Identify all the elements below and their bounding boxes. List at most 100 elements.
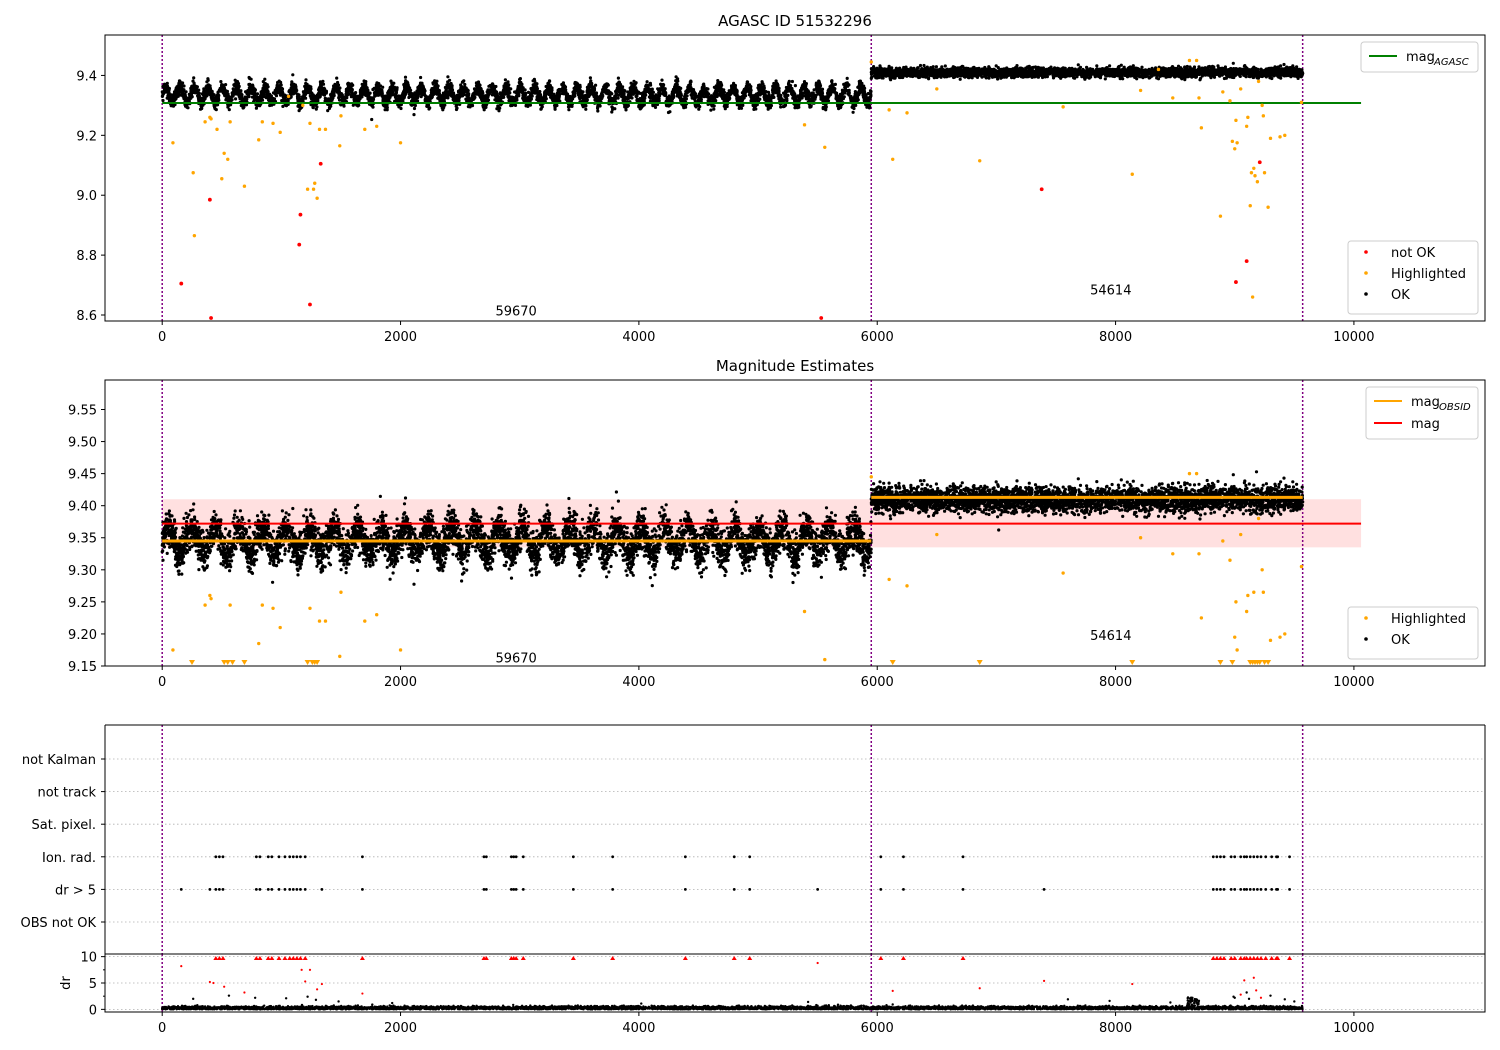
agasc-ok-point	[326, 109, 330, 113]
agasc-ok-point	[416, 88, 420, 92]
agasc-ok-point	[351, 103, 355, 107]
agasc-ok-point	[266, 90, 270, 94]
agasc-ok-point	[205, 86, 209, 90]
agasc-ok-point	[766, 90, 771, 94]
agasc-ok-point	[427, 107, 431, 111]
agasc-ok-point	[280, 88, 284, 93]
agasc-ok-point	[657, 91, 662, 95]
agasc-ok-point	[756, 95, 760, 100]
agasc-ok-point	[485, 90, 489, 94]
agasc-ok-point	[388, 89, 392, 93]
agasc-ok-point	[581, 90, 585, 94]
agasc-ok-point	[403, 75, 408, 79]
agasc-ok-point	[183, 92, 187, 96]
agasc-ok-point	[564, 97, 568, 101]
agasc-ok-point	[436, 84, 440, 88]
agasc-ok-point	[331, 89, 335, 94]
agasc-ok-point	[592, 91, 597, 95]
agasc-ok-point	[460, 80, 464, 84]
agasc-ok-point	[736, 95, 741, 99]
agasc-ok-point	[423, 98, 427, 102]
agasc-ok-point	[812, 88, 816, 92]
agasc-ok-point	[202, 95, 206, 99]
agasc-ok-point	[206, 78, 210, 82]
agasc-ok-point	[457, 98, 461, 102]
agasc-ok-point	[260, 90, 264, 94]
agasc-ok-point	[333, 82, 337, 86]
agasc-ok-point	[638, 91, 642, 95]
agasc-ok-point	[672, 88, 676, 92]
agasc-ok-point	[670, 94, 674, 99]
agasc-ok-point	[720, 90, 724, 94]
agasc-ok-point	[617, 88, 622, 92]
agasc-ok-point	[226, 104, 230, 108]
agasc-ok-point	[579, 93, 583, 98]
agasc-ok-point	[160, 94, 164, 98]
agasc-ok-point	[673, 83, 678, 87]
agasc-ok-point	[853, 90, 858, 94]
agasc-ok-point	[336, 83, 341, 87]
agasc-ok-point	[619, 91, 623, 95]
agasc-ok-point	[182, 84, 186, 88]
agasc-ok-point	[318, 80, 322, 84]
agasc-ok-point	[377, 82, 381, 86]
agasc-ok-point	[487, 84, 491, 88]
agasc-ok-point	[454, 107, 459, 112]
agasc-ok-point	[760, 82, 764, 86]
agasc-ok-point	[588, 80, 593, 85]
agasc-ok-point	[161, 98, 165, 103]
agasc-ok-point	[850, 105, 854, 109]
agasc-ok-point	[616, 96, 620, 100]
agasc-ok-point	[278, 84, 282, 88]
agasc-ok-point	[364, 90, 368, 94]
agasc-ok-point	[848, 96, 853, 100]
agasc-ok-point	[415, 92, 419, 96]
agasc-ok-point	[768, 104, 772, 108]
agasc-ok-point	[567, 108, 571, 112]
agasc-ok-point	[397, 94, 401, 98]
agasc-ok-point	[566, 105, 571, 109]
agasc-ok-point	[304, 96, 308, 100]
agasc-ok-point	[412, 113, 416, 117]
agasc-ok-point	[611, 107, 615, 111]
agasc-ok-point	[322, 92, 326, 96]
agasc-ok-point	[321, 82, 326, 86]
agasc-ok-point	[709, 108, 713, 112]
agasc-ok-point	[315, 105, 319, 109]
agasc-ok-point	[600, 96, 604, 100]
agasc-ok-point	[533, 82, 538, 86]
agasc-ok-point	[532, 88, 536, 92]
agasc-ok-point	[546, 84, 550, 88]
agasc-ok-point	[660, 86, 664, 90]
agasc-ok-point	[664, 92, 668, 96]
agasc-ok-point	[557, 93, 561, 98]
agasc-ok-point	[219, 80, 223, 84]
agasc-ok-point	[437, 92, 442, 96]
agasc-ok-point	[630, 96, 634, 100]
agasc-ok-point	[422, 91, 426, 95]
agasc-ok-point	[704, 92, 708, 96]
agasc-ok-point	[243, 95, 247, 99]
agasc-ok-point	[281, 104, 285, 108]
agasc-ok-point	[556, 88, 560, 92]
agasc-ok-point	[571, 95, 576, 99]
agasc-ok-point	[641, 98, 645, 103]
agasc-ok-point	[683, 96, 687, 100]
agasc-ok-point	[365, 86, 369, 90]
agasc-ok-point	[578, 97, 582, 101]
agasc-ok-point	[497, 109, 501, 113]
agasc-ok-point	[451, 98, 455, 102]
agasc-ok-point	[629, 81, 633, 85]
agasc-ok-point	[727, 93, 731, 97]
agasc-ok-point	[588, 90, 592, 94]
agasc-ok-point	[584, 104, 588, 108]
agasc-ok-point	[695, 95, 699, 99]
agasc-ok-point	[345, 93, 349, 97]
agasc-ok-point	[711, 97, 715, 101]
agasc-ok-point	[191, 79, 195, 83]
agasc-ok-point	[824, 105, 828, 109]
agasc-ok-point	[446, 75, 450, 79]
agasc-ok-point	[834, 96, 838, 101]
agasc-ok-point	[800, 91, 804, 95]
